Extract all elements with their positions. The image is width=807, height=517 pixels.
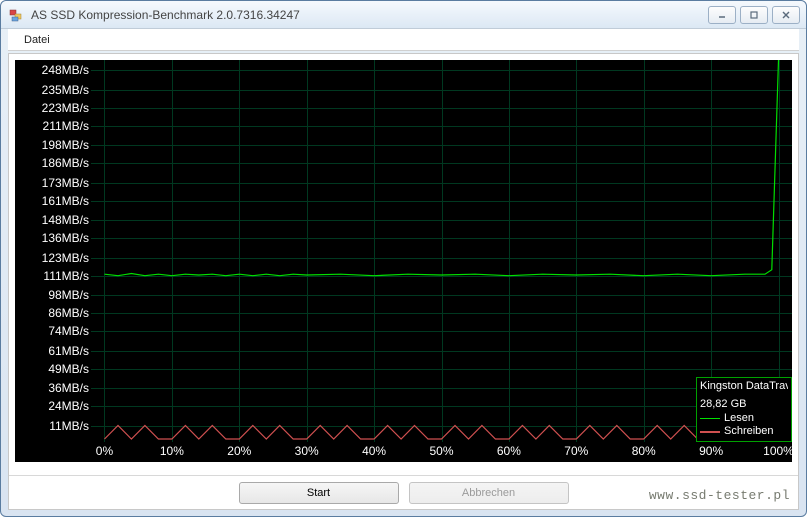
x-tick-label: 60% [497, 444, 521, 458]
y-tick-label: 86MB/s [48, 306, 91, 320]
y-tick-label: 74MB/s [48, 324, 91, 338]
y-tick-label: 198MB/s [42, 138, 91, 152]
chart-area: 248MB/s 235MB/s 223MB/s 211MB/s 198MB/s 186MB… [9, 54, 798, 475]
compression-chart: 248MB/s 235MB/s 223MB/s 211MB/s 198MB/s 186MB… [15, 60, 792, 462]
y-tick-label: 61MB/s [48, 344, 91, 358]
y-tick-label: 211MB/s [43, 119, 91, 133]
x-axis: 0% 10% 20% 30% 40% 50% 60% 70% 80% 90% 100% [91, 442, 792, 462]
legend-swatch-write [700, 431, 720, 433]
y-tick-label: 148MB/s [42, 213, 91, 227]
watermark: www.ssd-tester.pl [649, 488, 790, 503]
app-icon [9, 7, 25, 23]
y-tick-label: 235MB/s [42, 83, 91, 97]
legend-device: Kingston DataTrave [700, 380, 788, 394]
legend-capacity: 28,82 GB [700, 398, 788, 412]
x-tick-label: 20% [227, 444, 251, 458]
legend-swatch-read [700, 418, 720, 420]
button-row: Start Abbrechen www.ssd-tester.pl [9, 475, 798, 509]
y-tick-label: 49MB/s [48, 362, 91, 376]
cancel-button: Abbrechen [409, 482, 569, 504]
y-tick-label: 186MB/s [42, 156, 91, 170]
window-title: AS SSD Kompression-Benchmark 2.0.7316.34… [31, 8, 708, 22]
y-tick-label: 248MB/s [42, 63, 91, 77]
y-tick-label: 136MB/s [42, 231, 91, 245]
close-button[interactable] [772, 6, 800, 24]
menu-item-datei[interactable]: Datei [16, 31, 58, 49]
x-tick-label: 90% [699, 444, 723, 458]
y-tick-label: 161MB/s [42, 194, 91, 208]
y-tick-label: 111MB/s [43, 269, 91, 283]
x-tick-label: 50% [429, 444, 453, 458]
menubar: Datei [8, 29, 799, 51]
x-tick-label: 30% [295, 444, 319, 458]
start-button[interactable]: Start [239, 482, 399, 504]
x-tick-label: 10% [160, 444, 184, 458]
minimize-button[interactable] [708, 6, 736, 24]
y-axis: 248MB/s 235MB/s 223MB/s 211MB/s 198MB/s 186MB… [15, 60, 91, 442]
x-tick-label: 40% [362, 444, 386, 458]
legend-box: Kingston DataTrave 28,82 GB Lesen Schrei… [696, 377, 792, 442]
plot-area [91, 60, 792, 442]
x-tick-label: 70% [564, 444, 588, 458]
x-tick-label: 100% [763, 444, 794, 458]
maximize-button[interactable] [740, 6, 768, 24]
y-tick-label: 11MB/s [49, 419, 91, 433]
window-frame: AS SSD Kompression-Benchmark 2.0.7316.34… [0, 0, 807, 517]
legend-read-label: Lesen [724, 412, 754, 426]
legend-write-label: Schreiben [724, 425, 774, 439]
y-tick-label: 24MB/s [48, 399, 91, 413]
y-tick-label: 98MB/s [48, 288, 91, 302]
x-tick-label: 0% [96, 444, 113, 458]
y-tick-label: 223MB/s [42, 101, 91, 115]
y-tick-label: 36MB/s [48, 381, 91, 395]
y-tick-label: 173MB/s [42, 176, 91, 190]
window-controls [708, 6, 800, 24]
y-tick-label: 123MB/s [42, 251, 91, 265]
content-panel: 248MB/s 235MB/s 223MB/s 211MB/s 198MB/s 186MB… [8, 53, 799, 510]
titlebar[interactable]: AS SSD Kompression-Benchmark 2.0.7316.34… [1, 1, 806, 29]
x-tick-label: 80% [632, 444, 656, 458]
